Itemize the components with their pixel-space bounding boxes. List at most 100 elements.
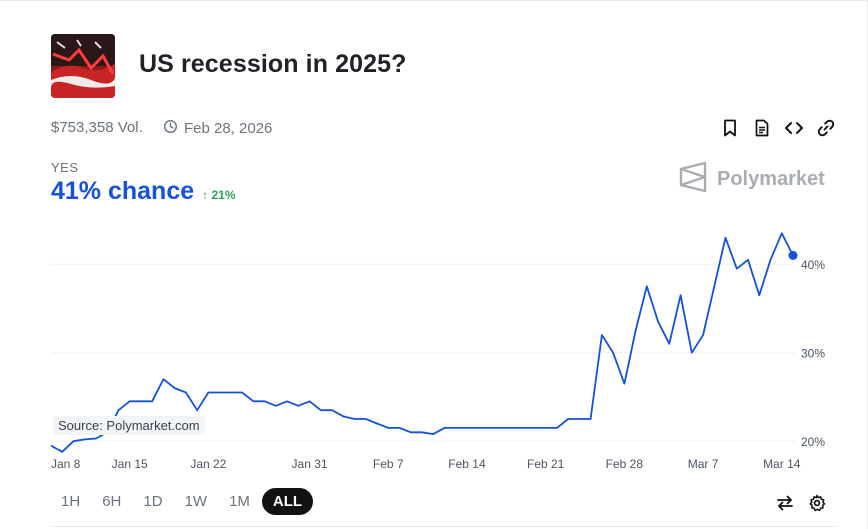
data-point	[365, 418, 367, 420]
data-point	[95, 438, 97, 440]
data-point	[241, 392, 243, 394]
data-point	[399, 427, 401, 429]
data-point	[646, 285, 648, 287]
data-point	[252, 400, 254, 402]
data-point	[533, 427, 535, 429]
bookmark-icon[interactable]	[719, 117, 741, 139]
chance-display: 41% chance ↑ 21%	[51, 177, 236, 206]
data-point	[623, 383, 625, 385]
data-point	[466, 427, 468, 429]
data-point	[162, 378, 164, 380]
data-point	[275, 405, 277, 407]
data-point	[50, 445, 52, 447]
clock-icon	[163, 119, 178, 138]
data-point	[376, 422, 378, 424]
data-point	[736, 268, 738, 270]
x-tick-label: Feb 21	[527, 457, 565, 471]
data-point	[342, 415, 344, 417]
data-point	[680, 294, 682, 296]
tab-6h[interactable]: 6H	[102, 493, 122, 510]
x-tick-label: Mar 7	[688, 457, 719, 471]
series-line	[50, 232, 794, 453]
data-point	[702, 334, 704, 336]
data-point	[174, 387, 176, 389]
outcome-label: YES	[51, 160, 79, 175]
data-point	[590, 418, 592, 420]
x-tick-label: Jan 8	[51, 457, 81, 471]
us-flag-chart-thumbnail	[51, 34, 115, 98]
chart-tools	[774, 492, 828, 514]
y-tick-label: 30%	[801, 347, 825, 361]
data-point	[578, 418, 580, 420]
data-point	[477, 427, 479, 429]
tab-1m[interactable]: 1M	[229, 493, 250, 510]
code-icon[interactable]	[783, 117, 805, 139]
data-point	[185, 392, 187, 394]
data-point	[84, 438, 86, 440]
price-history-chart[interactable]: 20% 30% 40% Jan 8 Jan 15 Jan 22 Jan 31 Feb 7 Feb…	[0, 220, 868, 475]
chance-delta: ↑ 21%	[202, 188, 236, 202]
data-point	[522, 427, 524, 429]
data-point	[432, 433, 434, 435]
data-point	[387, 427, 389, 429]
polymarket-logo-icon	[679, 161, 707, 197]
document-icon[interactable]	[751, 117, 773, 139]
tab-1w[interactable]: 1W	[184, 493, 208, 510]
data-point	[140, 400, 142, 402]
data-point	[635, 330, 637, 332]
end-date: Feb 28, 2026	[163, 119, 272, 138]
data-point	[151, 400, 153, 402]
volume-text: $753,358 Vol.	[51, 119, 143, 136]
tab-all[interactable]: ALL	[261, 488, 314, 515]
data-point	[207, 392, 209, 394]
tab-1d[interactable]: 1D	[143, 493, 163, 510]
data-point	[545, 427, 547, 429]
data-point	[612, 352, 614, 354]
data-point	[117, 409, 119, 411]
link-icon[interactable]	[815, 117, 837, 139]
data-point	[309, 400, 311, 402]
data-point	[421, 431, 423, 433]
data-point	[657, 321, 659, 323]
brand-watermark: Polymarket	[679, 161, 825, 197]
y-tick-label: 20%	[801, 435, 825, 449]
data-point	[500, 427, 502, 429]
time-range-tabs: 1H 6H 1D 1W 1M ALL	[51, 488, 314, 515]
data-point	[320, 409, 322, 411]
x-tick-label: Mar 14	[763, 457, 801, 471]
data-point	[129, 400, 131, 402]
page-title: US recession in 2025?	[139, 50, 407, 78]
x-tick-label: Jan 31	[292, 457, 328, 471]
swap-arrows-icon[interactable]	[774, 492, 796, 514]
data-point	[511, 427, 513, 429]
top-divider	[0, 0, 868, 1]
brand-name: Polymarket	[717, 168, 825, 190]
x-tick-label: Feb 7	[373, 457, 404, 471]
data-point	[488, 427, 490, 429]
y-tick-label: 40%	[801, 258, 825, 272]
x-tick-label: Jan 22	[190, 457, 226, 471]
data-point	[713, 285, 715, 287]
data-point	[443, 427, 445, 429]
data-point	[668, 343, 670, 345]
data-point	[354, 418, 356, 420]
x-tick-label: Jan 15	[112, 457, 148, 471]
x-tick-label: Feb 28	[606, 457, 644, 471]
data-point	[410, 431, 412, 433]
bottom-divider	[51, 526, 836, 527]
gear-icon[interactable]	[806, 492, 828, 514]
x-tick-label: Feb 14	[448, 457, 486, 471]
data-point	[286, 400, 288, 402]
data-point	[219, 392, 221, 394]
data-point	[601, 334, 603, 336]
data-point	[747, 259, 749, 261]
market-actions	[719, 117, 837, 139]
chart-source: Source: Polymarket.com	[53, 416, 205, 435]
tab-1h[interactable]: 1H	[61, 493, 81, 510]
chance-value: 41% chance	[51, 177, 195, 205]
data-point	[331, 409, 333, 411]
current-value-marker	[788, 250, 798, 260]
data-point	[61, 451, 63, 453]
data-point	[758, 294, 760, 296]
data-point	[725, 237, 727, 239]
